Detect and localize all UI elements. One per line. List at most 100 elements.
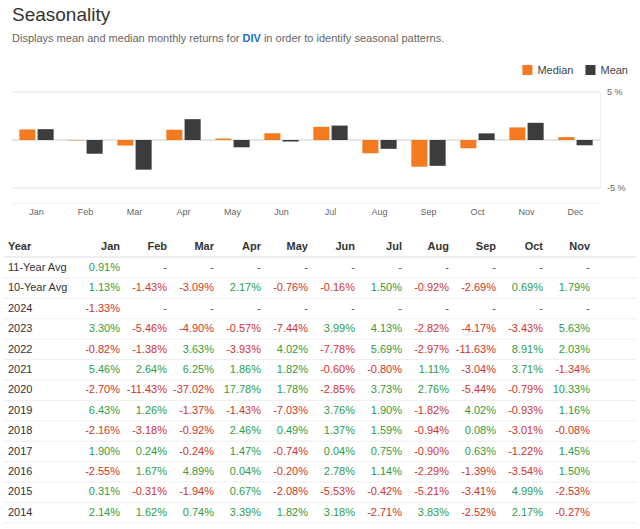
- cell: -5.53%: [320, 485, 355, 497]
- cell: 1.62%: [136, 506, 167, 518]
- table: YearJanFebMarAprMayJunJulAugSepOctNov11-…: [4, 240, 636, 523]
- column-header: Jul: [386, 240, 402, 252]
- bar: [264, 133, 280, 140]
- cell: -2.29%: [414, 465, 449, 477]
- cell: -0.92%: [414, 281, 449, 293]
- row-rule: [4, 420, 636, 421]
- cell: -37.02%: [173, 383, 214, 395]
- column-header: Oct: [525, 240, 544, 252]
- cell: -2.52%: [461, 506, 496, 518]
- cell: -0.93%: [508, 404, 543, 416]
- row-header: 2017: [8, 445, 32, 457]
- column-header: Jan: [101, 240, 120, 252]
- tick: Nov: [518, 203, 535, 217]
- cell: 0.75%: [371, 445, 402, 457]
- cell: 0.08%: [465, 424, 496, 436]
- cell: -: [539, 261, 543, 273]
- cell: -3.54%: [508, 465, 543, 477]
- cell: -0.57%: [226, 322, 261, 334]
- row-rule: [4, 522, 636, 523]
- cell: 1.47%: [230, 445, 261, 457]
- cell: 1.86%: [230, 363, 261, 375]
- cell: -2.16%: [85, 424, 120, 436]
- bar: [185, 119, 201, 140]
- legend-swatch: [585, 65, 595, 75]
- row-rule: [4, 359, 636, 360]
- tick: -5 %: [600, 183, 626, 193]
- cell: 1.78%: [277, 383, 308, 395]
- cell: -: [163, 302, 167, 314]
- cell: 2.03%: [559, 343, 590, 355]
- row-header: 2019: [8, 404, 32, 416]
- row-rule: [4, 278, 636, 279]
- tick: Dec: [567, 203, 584, 217]
- cell: 1.45%: [559, 445, 590, 457]
- cell: -: [210, 261, 214, 273]
- bar: [479, 133, 495, 140]
- bar: [87, 140, 103, 154]
- cell: -: [304, 261, 308, 273]
- tick-label: -5 %: [607, 183, 626, 193]
- bar: [577, 140, 593, 145]
- cell: 1.59%: [371, 424, 402, 436]
- subtitle-link: DIV: [243, 32, 262, 44]
- cell: 1.11%: [419, 363, 450, 375]
- cell: -: [586, 261, 590, 273]
- cell: 1.50%: [371, 281, 402, 293]
- cell: 1.90%: [371, 404, 402, 416]
- cell: -: [492, 261, 496, 273]
- cell: -: [492, 302, 496, 314]
- cell: 3.71%: [512, 363, 543, 375]
- cell: -2.70%: [85, 383, 120, 395]
- cell: -0.24%: [179, 445, 214, 457]
- cell: -0.27%: [555, 506, 590, 518]
- bar: [215, 139, 231, 140]
- subtitle-text: in order to identify seasonal patterns.: [261, 32, 444, 44]
- cell: -: [398, 302, 402, 314]
- cell: -1.37%: [179, 404, 214, 416]
- cell: 0.63%: [465, 445, 496, 457]
- bar: [509, 127, 525, 140]
- cell: -0.80%: [367, 363, 402, 375]
- cell: 4.99%: [512, 485, 543, 497]
- cell: -5.46%: [132, 322, 167, 334]
- cell: -7.03%: [273, 404, 308, 416]
- column-header: Feb: [147, 240, 167, 252]
- cell: 0.04%: [230, 465, 261, 477]
- cell: 0.67%: [230, 485, 261, 497]
- cell: 0.24%: [136, 445, 167, 457]
- cell: 0.74%: [183, 506, 214, 518]
- cell: 3.76%: [324, 404, 355, 416]
- row-header: 2016: [8, 465, 32, 477]
- tick: Sep: [420, 203, 436, 217]
- cell: -0.20%: [273, 465, 308, 477]
- row-rule: [4, 461, 636, 462]
- legend: MeanMedian: [522, 64, 628, 76]
- cell: -5.44%: [461, 383, 496, 395]
- cell: -3.01%: [508, 424, 543, 436]
- row-rule: [4, 482, 636, 483]
- row-rule: [4, 441, 636, 442]
- row-header: 10-Year Avg: [8, 281, 67, 293]
- cell: 5.69%: [371, 343, 402, 355]
- cell: -1.38%: [132, 343, 167, 355]
- cell: -: [539, 302, 543, 314]
- cell: 3.99%: [324, 322, 355, 334]
- legend-item: Median: [522, 64, 573, 76]
- bar: [19, 129, 35, 140]
- cell: 3.18%: [324, 506, 355, 518]
- cell: -4.17%: [461, 322, 496, 334]
- row-header: 2024: [8, 302, 32, 314]
- cell: 1.67%: [136, 465, 167, 477]
- tick: Apr: [176, 203, 190, 217]
- cell: 2.17%: [512, 506, 543, 518]
- axis-line: [600, 93, 601, 189]
- cell: 3.63%: [183, 343, 214, 355]
- cell: 6.43%: [89, 404, 120, 416]
- bar: [68, 140, 84, 141]
- cell: -1.33%: [85, 302, 120, 314]
- row-rule: [4, 400, 636, 401]
- tick: Mar: [127, 203, 143, 217]
- tick-label: May: [224, 207, 242, 217]
- cell: 0.31%: [89, 485, 120, 497]
